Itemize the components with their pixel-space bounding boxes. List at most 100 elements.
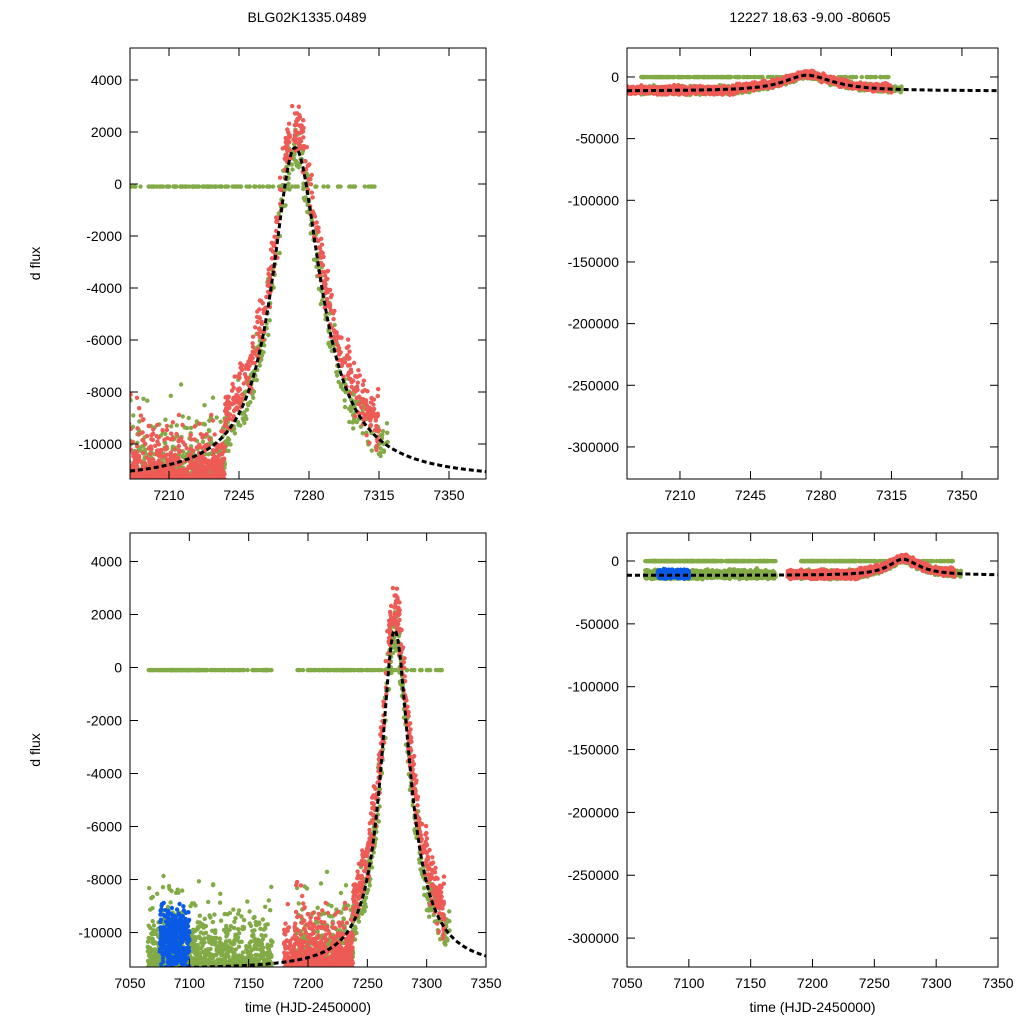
data-point-green (75, 184, 79, 188)
data-point-green (450, 86, 454, 90)
data-point-green (414, 89, 418, 93)
data-point-green (387, 86, 391, 90)
data-point-green (410, 87, 414, 91)
data-point-green (438, 92, 442, 96)
data-point-green (16, 452, 20, 456)
data-point-green (418, 75, 422, 79)
data-point-green (386, 90, 390, 94)
data-point-green (59, 434, 63, 438)
data-point-green (3, 478, 7, 482)
data-point-green (398, 75, 402, 79)
data-point-red (119, 476, 123, 480)
data-point-red (192, 437, 196, 441)
data-point-green (53, 476, 57, 480)
data-point-green (452, 91, 456, 95)
data-point-red (232, 409, 236, 413)
data-point-green (169, 424, 173, 428)
data-point-green (466, 90, 470, 94)
data-point-green (127, 459, 131, 463)
data-point-green (59, 455, 63, 459)
data-point-green (450, 89, 454, 93)
data-point-green (413, 91, 417, 95)
data-point-green (1, 463, 5, 467)
data-point-green (436, 88, 440, 92)
data-point-green (470, 90, 474, 94)
data-point-green (406, 87, 410, 91)
data-point-red (119, 474, 123, 478)
data-point-green (402, 89, 406, 93)
data-point-red (189, 433, 193, 437)
data-point-green (416, 75, 420, 79)
data-point-green (454, 88, 458, 92)
data-point-green (426, 86, 430, 90)
data-point-green (442, 90, 446, 94)
data-point-green (455, 86, 459, 90)
data-point-green (432, 86, 436, 90)
data-point-green (460, 90, 464, 94)
data-point-green (476, 86, 480, 90)
data-point-green (416, 85, 420, 89)
data-point-green (386, 87, 390, 91)
data-point-red (213, 473, 217, 477)
data-point-green (472, 88, 476, 92)
data-point-green (465, 90, 469, 94)
data-point-green (466, 88, 470, 92)
data-point-red (147, 457, 151, 461)
data-point-green (0, 475, 4, 479)
data-point-green (438, 89, 442, 93)
data-point-green (77, 469, 81, 473)
data-point-green (460, 85, 464, 89)
data-point-green (431, 87, 435, 91)
data-point-red (123, 468, 127, 472)
data-point-green (444, 89, 448, 93)
data-point-green (434, 87, 438, 91)
data-point-green (7, 476, 11, 480)
data-point-green (412, 88, 416, 92)
data-point-green (404, 90, 408, 94)
data-point-red (240, 368, 244, 372)
data-point-green (390, 84, 394, 88)
data-point-red (117, 468, 121, 472)
data-point-red (284, 136, 288, 140)
data-point-green (472, 75, 476, 79)
data-point-green (440, 91, 444, 95)
data-point-green (414, 88, 418, 92)
data-point-green (0, 460, 1, 464)
data-point-green (426, 88, 430, 92)
data-point-green (462, 88, 466, 92)
data-point-green (477, 91, 481, 95)
data-point-green (434, 90, 438, 94)
data-point-green (426, 88, 430, 92)
data-point-red (298, 115, 302, 119)
data-point-green (294, 160, 298, 164)
data-point-green (460, 89, 464, 93)
data-point-green (430, 86, 434, 90)
data-point-red (115, 471, 119, 475)
data-point-green (438, 88, 442, 92)
data-point-green (392, 89, 396, 93)
data-point-green (436, 87, 440, 91)
data-point-green (7, 478, 11, 482)
data-point-red (169, 454, 173, 458)
data-point-green (406, 87, 410, 91)
data-point-green (404, 90, 408, 94)
data-point-green (454, 85, 458, 89)
data-point-green (8, 477, 12, 481)
data-point-green (444, 88, 448, 92)
data-point-green (49, 478, 53, 482)
data-point-green (392, 87, 396, 91)
data-point-red (191, 449, 195, 453)
data-point-green (9, 470, 13, 474)
data-point-green (392, 86, 396, 90)
data-point-green (390, 89, 394, 93)
data-point-green (466, 88, 470, 92)
data-point-green (447, 89, 451, 93)
data-point-green (469, 87, 473, 91)
data-point-red (298, 124, 302, 128)
data-point-red (137, 406, 141, 410)
data-point-red (222, 478, 226, 482)
data-point-red (323, 282, 327, 286)
data-point-red (140, 430, 144, 434)
data-point-green (68, 184, 72, 188)
data-point-green (440, 87, 444, 91)
